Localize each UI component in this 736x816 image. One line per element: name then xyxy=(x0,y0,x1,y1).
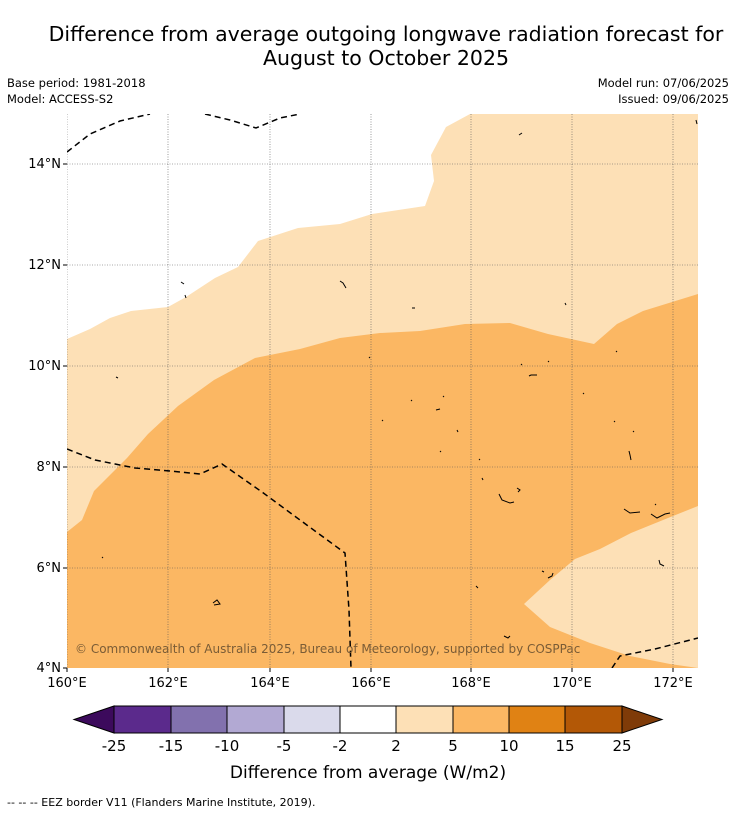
colorbar-tick: 5 xyxy=(448,737,458,755)
copyright-text: © Commonwealth of Australia 2025, Bureau… xyxy=(75,642,580,656)
title-line-1: Difference from average outgoing longwav… xyxy=(48,22,724,46)
colorbar-tick: -5 xyxy=(277,737,292,755)
lat-label-12n: 12°N xyxy=(28,258,61,273)
lat-label-6n: 6°N xyxy=(37,561,62,576)
lon-label-170e: 170°E xyxy=(552,676,592,691)
colorbar-tick: -15 xyxy=(159,737,184,755)
colorbar-extend-high xyxy=(621,705,664,734)
colorbar-swatch-8 xyxy=(509,706,565,733)
map-area xyxy=(67,114,698,668)
base-period: Base period: 1981-2018 xyxy=(7,76,146,90)
colorbar-tick: 25 xyxy=(612,737,631,755)
model-run: Model run: 07/06/2025 xyxy=(597,76,729,90)
colorbar-tick: 15 xyxy=(555,737,574,755)
eez-footnote: -- -- -- EEZ border V11 (Flanders Marine… xyxy=(7,796,316,809)
lat-label-10n: 10°N xyxy=(28,359,61,374)
colorbar-tick: -10 xyxy=(215,737,240,755)
colorbar-swatch-7 xyxy=(453,706,509,733)
title-line-2: August to October 2025 xyxy=(262,46,510,70)
issued-date: Issued: 09/06/2025 xyxy=(618,92,729,106)
colorbar-tick-labels: -25 -15 -10 -5 -2 2 5 10 15 25 xyxy=(102,737,632,755)
eez-borders xyxy=(67,114,698,668)
lon-label-172e: 172°E xyxy=(653,676,693,691)
meta-right: Model run: 07/06/2025 Issued: 09/06/2025 xyxy=(598,75,729,107)
lon-label-164e: 164°E xyxy=(250,676,290,691)
colorbar: -25 -15 -10 -5 -2 2 5 10 15 25 Differenc… xyxy=(72,705,664,783)
lon-label-166e: 166°E xyxy=(351,676,391,691)
colorbar-swatch-2 xyxy=(171,706,227,733)
colorbar-swatch-1 xyxy=(114,706,171,733)
model-name: Model: ACCESS-S2 xyxy=(7,92,114,106)
lat-label-4n: 4°N xyxy=(37,661,62,676)
colorbar-tick: 10 xyxy=(499,737,518,755)
lon-label-160e: 160°E xyxy=(47,676,87,691)
lon-label-168e: 168°E xyxy=(451,676,491,691)
colorbar-swatch-6 xyxy=(396,706,453,733)
map-gridlines xyxy=(67,114,698,668)
colorbar-swatch-4 xyxy=(284,706,340,733)
lon-label-162e: 162°E xyxy=(148,676,188,691)
colorbar-extend-low xyxy=(72,705,115,734)
lat-tick-labels: 14°N 12°N 10°N 8°N 6°N 4°N xyxy=(28,157,61,676)
colorbar-swatch-9 xyxy=(565,706,622,733)
lat-label-14n: 14°N xyxy=(28,157,61,172)
meta-left: Base period: 1981-2018 Model: ACCESS-S2 xyxy=(7,75,146,107)
lon-tick-labels: 160°E 162°E 164°E 166°E 168°E 170°E 172°… xyxy=(47,676,693,691)
colorbar-tick: -2 xyxy=(333,737,348,755)
islands xyxy=(101,119,698,639)
colorbar-tick: 2 xyxy=(391,737,401,755)
lat-label-8n: 8°N xyxy=(37,460,62,475)
lon-tick-marks xyxy=(66,668,674,672)
colorbar-swatch-3 xyxy=(227,706,284,733)
colorbar-label: Difference from average (W/m2) xyxy=(230,763,506,783)
colorbar-swatch-5 xyxy=(340,706,396,733)
anomaly-region-5-10 xyxy=(67,294,698,668)
colorbar-dividers xyxy=(113,705,623,734)
map-title: Difference from average outgoing longwav… xyxy=(0,22,736,70)
lat-tick-marks xyxy=(63,163,67,669)
colorbar-tick: -25 xyxy=(102,737,127,755)
